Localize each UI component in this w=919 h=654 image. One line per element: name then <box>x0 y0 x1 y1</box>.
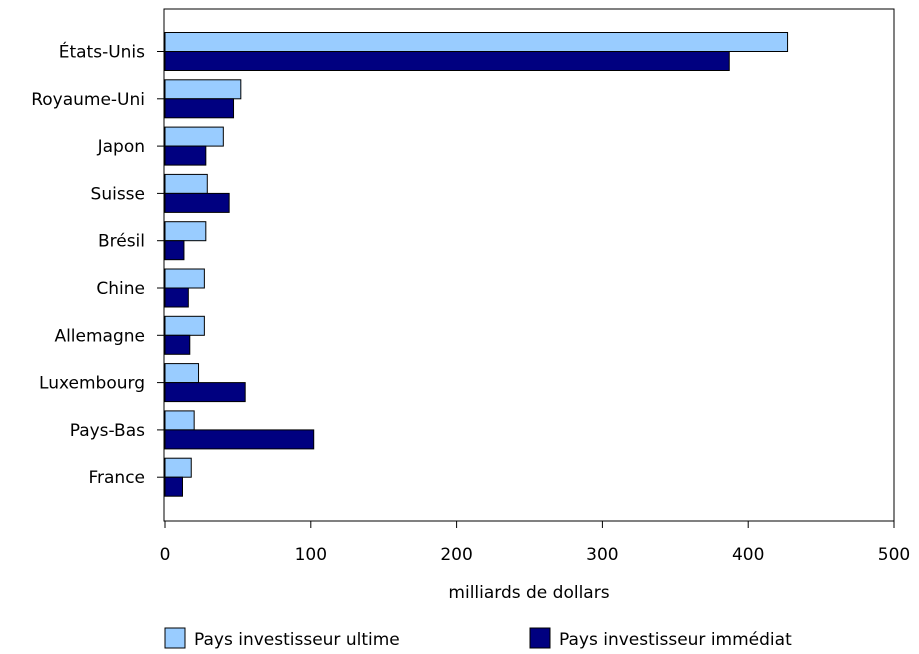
category-label: Pays-Bas <box>70 421 145 441</box>
legend-label-ultimate: Pays investisseur ultime <box>194 630 400 650</box>
legend-swatch-immediate <box>529 627 551 649</box>
bar-ultimate <box>164 315 205 336</box>
legend: Pays investisseur ultime Pays investisse… <box>164 627 792 650</box>
bar-ultimate <box>164 457 192 478</box>
bar-ultimate <box>164 410 195 431</box>
plot-frame <box>163 8 895 522</box>
bar-immediate <box>164 287 189 308</box>
legend-label-immediate: Pays investisseur immédiat <box>559 630 792 650</box>
category-label: Royaume-Uni <box>31 90 145 110</box>
category-label: États-Unis <box>59 41 145 63</box>
category-label: Brésil <box>98 232 145 252</box>
bar-ultimate <box>164 173 208 194</box>
bar-ultimate <box>164 32 789 52</box>
bar-immediate <box>164 51 730 71</box>
x-tick-label: 300 <box>586 545 618 565</box>
bar-ultimate <box>164 268 205 289</box>
bar-immediate <box>164 240 185 261</box>
bar-ultimate <box>164 221 207 242</box>
x-tick-label: 200 <box>440 545 472 565</box>
bar-immediate <box>164 334 191 355</box>
x-tick-label: 0 <box>160 545 171 565</box>
category-label: France <box>88 468 145 488</box>
category-label: Suisse <box>91 184 145 204</box>
x-tick-label: 500 <box>878 545 910 565</box>
category-label: Chine <box>96 279 145 299</box>
legend-swatch-ultimate <box>164 627 186 649</box>
bar-immediate <box>164 98 235 119</box>
bar-ultimate <box>164 363 200 384</box>
bar-immediate <box>164 145 207 166</box>
category-label: Allemagne <box>54 326 145 346</box>
x-tick-label: 400 <box>732 545 764 565</box>
bar-immediate <box>164 476 183 497</box>
bar-immediate <box>164 429 315 450</box>
bar-ultimate <box>164 79 242 100</box>
x-axis: 0 100 200 300 400 500 <box>157 51 910 565</box>
category-labels: États-Unis Royaume-Uni Japon Suisse Brésil Ch… <box>31 41 145 489</box>
x-tick-label: 100 <box>295 545 327 565</box>
category-label: Luxembourg <box>39 374 145 394</box>
bars-group <box>164 32 789 497</box>
bar-immediate <box>164 192 230 213</box>
bar-immediate <box>164 382 246 403</box>
category-label: Japon <box>97 137 145 157</box>
bar-ultimate <box>164 126 224 147</box>
x-axis-title: milliards de dollars <box>448 583 609 603</box>
